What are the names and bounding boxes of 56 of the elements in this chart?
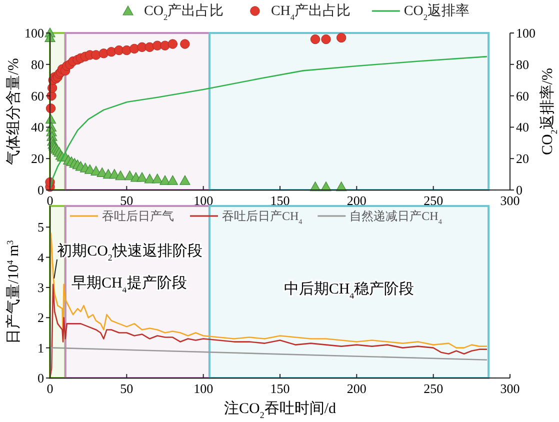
y-tick-label: 80	[31, 56, 44, 72]
y-tick-label: 0	[38, 370, 44, 386]
y-tick-label: 40	[31, 120, 44, 135]
y2-tick-label: 80	[516, 56, 529, 72]
y-tick-label: 4	[38, 250, 44, 265]
x-axis-title: 注CO$_{2}$吞吐时间/d	[224, 400, 337, 420]
point	[167, 175, 178, 185]
point	[310, 34, 320, 44]
y2-tick-label: 100	[516, 26, 536, 40]
y-tick-label: 20	[31, 151, 44, 166]
x-tick-label: 150	[270, 381, 290, 396]
y2-tick-label: 40	[516, 120, 529, 135]
y-tick-label: 5	[38, 220, 44, 235]
point	[336, 32, 346, 43]
legend-label: CH$_{4}$产出占比	[270, 3, 351, 22]
y2-tick-label: 20	[516, 151, 529, 166]
point	[160, 40, 170, 50]
legend-label: 自然递减日产CH$_{4}$	[350, 209, 442, 226]
point	[106, 46, 116, 57]
y-tick-label: 100	[24, 26, 44, 40]
legend-label: CO$_{2}$返排率	[404, 3, 470, 22]
x-tick-label: 200	[346, 381, 366, 396]
y-tick-label: 60	[31, 88, 44, 104]
annotation: 中后期CH$_{4}$稳产阶段	[284, 280, 414, 301]
point	[152, 174, 163, 184]
x-tick-label: 300	[500, 381, 520, 396]
point	[129, 44, 140, 54]
x-tick-label: 200	[346, 193, 366, 208]
x-tick-label: 250	[424, 193, 444, 208]
y2-tick-label: 60	[516, 88, 529, 104]
point	[144, 174, 155, 184]
point	[160, 175, 170, 185]
x-tick-label: 50	[120, 193, 134, 208]
legend-label: 吞吐后日产CH$_{4}$	[222, 209, 303, 226]
y-axis-title: 气体组分含量/%	[5, 58, 22, 165]
point	[91, 50, 101, 60]
annotation: 初期CO$_{2}$快速返排阶段	[57, 242, 202, 262]
legend-label: 吞吐后日产气	[102, 209, 174, 223]
x-tick-label: 250	[424, 381, 444, 396]
point	[180, 39, 190, 49]
legend-label: CO$_{2}$产出占比	[144, 3, 224, 22]
y-tick-label: 1	[38, 340, 44, 356]
x-tick-label: 100	[194, 193, 214, 208]
x-tick-label: 50	[120, 381, 134, 396]
point	[180, 175, 190, 185]
point	[321, 34, 331, 44]
y-tick-label: 2	[38, 310, 44, 326]
x-tick-label: 150	[270, 193, 290, 208]
point	[136, 172, 148, 182]
x-tick-label: 100	[194, 381, 214, 396]
point	[137, 42, 147, 52]
annotation: 早期CH$_{4}$提产阶段	[71, 274, 187, 294]
point	[168, 39, 178, 49]
y-tick-label: 3	[38, 280, 44, 295]
point	[115, 170, 126, 180]
y-tick-label: 0	[38, 182, 44, 198]
